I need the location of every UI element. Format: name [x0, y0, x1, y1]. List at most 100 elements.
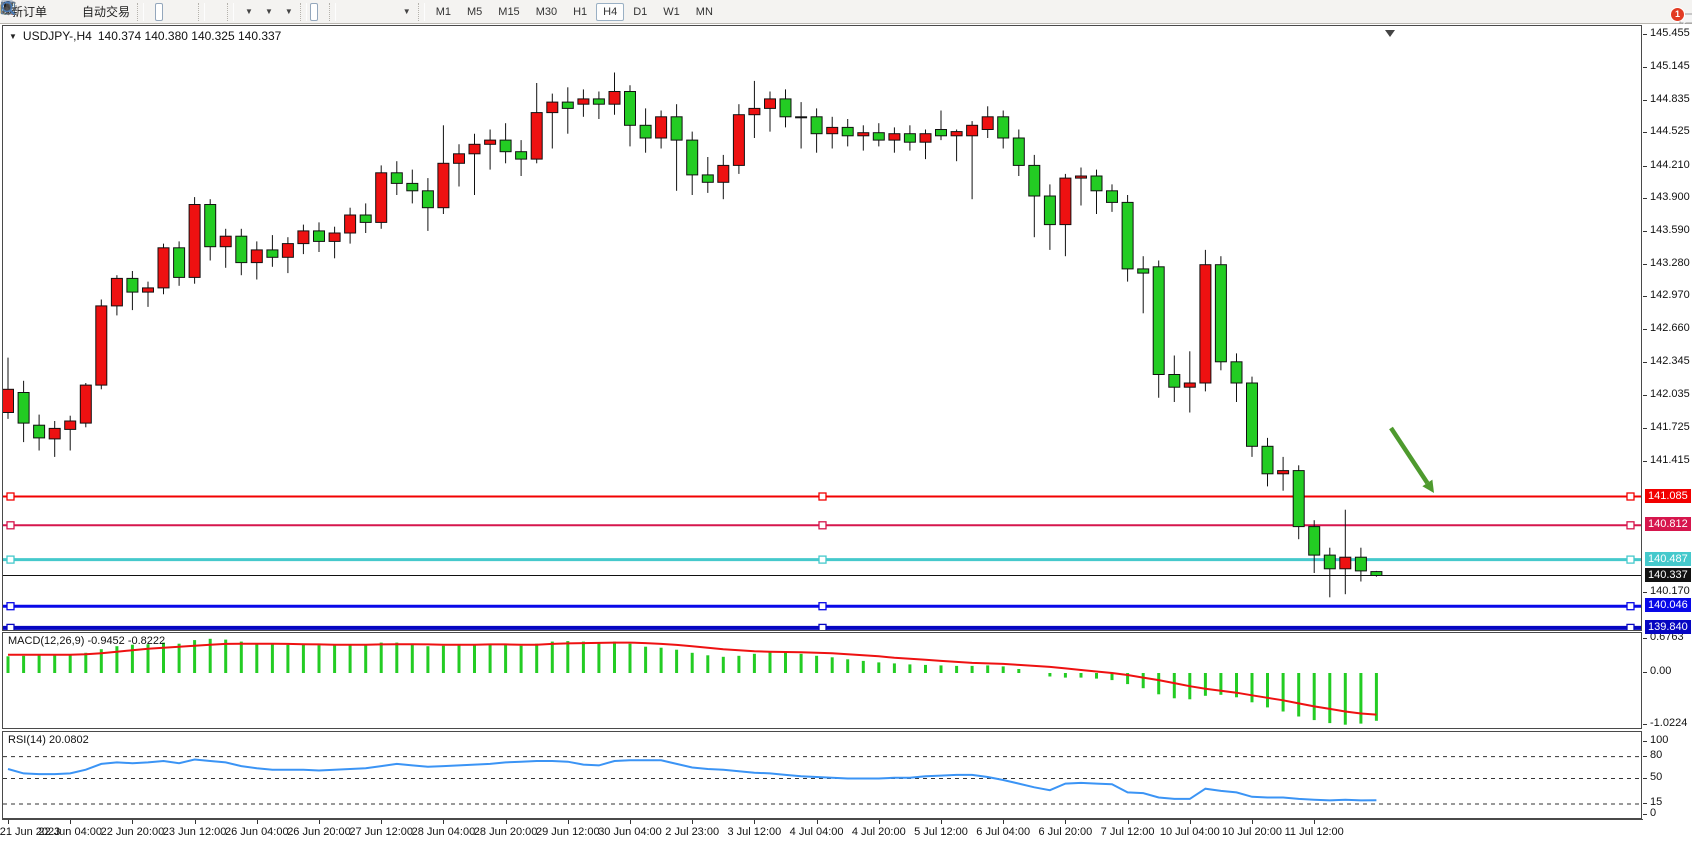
hline-handle[interactable] — [818, 492, 827, 501]
time-axis-tick — [816, 820, 818, 824]
candle — [33, 424, 46, 439]
candle — [64, 420, 77, 430]
signals-button[interactable] — [2, 3, 75, 21]
vertical-line-tool-button[interactable] — [6, 2, 347, 21]
text-label-tool-button[interactable]: T — [1, 2, 395, 21]
hline-handle[interactable] — [1626, 602, 1635, 611]
trendline-tool-button[interactable] — [2, 2, 363, 21]
chevron-down-icon: ▼ — [284, 7, 293, 16]
timeframe-m5-button[interactable]: M5 — [467, 5, 483, 18]
candle — [655, 116, 668, 139]
macd-panel[interactable]: MACD(12,26,9) -0.9452 -0.8222 — [2, 632, 1642, 729]
timeframe-m15-button[interactable]: M15 — [498, 5, 520, 18]
hline-handle[interactable] — [818, 555, 827, 564]
axis-tick — [1643, 99, 1647, 101]
hline-handle[interactable] — [6, 555, 15, 564]
time-axis-label: 6 Jul 20:00 — [1038, 826, 1093, 838]
candle — [406, 182, 419, 192]
toolbar: 新订单 自动交易 — [0, 0, 1692, 28]
zoom-in-button[interactable] — [1, 1, 179, 21]
timeframe-w1-button[interactable]: W1 — [663, 5, 680, 18]
main-chart-panel[interactable]: ▼ USDJPY-,H4 140.374 140.380 140.325 140… — [2, 25, 1642, 631]
timeframe-m1-button[interactable]: M1 — [435, 5, 451, 18]
candle — [981, 116, 994, 131]
candlestick-chart-button[interactable] — [2, 1, 164, 21]
candle — [1308, 526, 1321, 556]
symbol-dropdown-icon[interactable]: ▼ — [9, 31, 17, 41]
timeframe-d1-button[interactable]: D1 — [633, 5, 648, 18]
candle — [281, 243, 294, 258]
hline-handle[interactable] — [6, 492, 15, 501]
price-axis[interactable]: 145.455 145.145 144.835 144.525 144.210 143.9… — [1643, 25, 1692, 819]
arrow-annotation[interactable] — [1389, 426, 1430, 485]
candle — [1199, 264, 1212, 384]
candle — [484, 139, 497, 145]
chart-shift-marker[interactable] — [1385, 30, 1395, 37]
time-axis-tick — [8, 820, 9, 824]
market-depth-button[interactable] — [2, 3, 59, 21]
candle — [997, 116, 1010, 139]
price-line-label: 140.046 — [1645, 598, 1691, 613]
equidistant-channel-tool-button[interactable]: E — [1, 2, 371, 21]
candle — [3, 388, 14, 413]
time-axis[interactable]: 21 Jun 2023 22 Jun 04:00 22 Jun 20:00 23 Ju… — [0, 819, 1643, 848]
chart-shift-button[interactable] — [1, 3, 224, 21]
hline-handle[interactable] — [1626, 521, 1635, 530]
time-axis-label: 10 Jul 04:00 — [1159, 826, 1220, 838]
candle — [157, 247, 170, 289]
candle — [686, 139, 699, 176]
axis-tick-label: 141.725 — [1650, 420, 1690, 433]
community-button[interactable] — [2, 2, 67, 21]
timeframe-group: M1 M5 M15 M30 H1 H4 D1 W1 MN — [428, 0, 721, 24]
hline-handle[interactable] — [818, 521, 827, 530]
horizontal-line-tool-button[interactable] — [2, 3, 355, 21]
candle — [235, 235, 248, 264]
zoom-out-button[interactable] — [1, 1, 187, 21]
candle — [437, 162, 450, 209]
hline-handle[interactable] — [6, 521, 15, 530]
timeframe-h1-button[interactable]: H1 — [573, 5, 588, 18]
hline-handle[interactable] — [6, 623, 15, 630]
auto-trading-button[interactable]: 自动交易 — [0, 2, 134, 21]
axis-tick-label: 50 — [1650, 770, 1663, 783]
price-line-label: 140.337 — [1645, 567, 1691, 582]
candle — [950, 131, 963, 137]
candle — [639, 124, 652, 139]
rsi-panel[interactable]: RSI(14) 20.0802 — [2, 731, 1642, 819]
auto-scroll-button[interactable] — [1, 3, 216, 21]
axis-tick — [1643, 741, 1647, 742]
hline-handle[interactable] — [818, 623, 827, 630]
chart-title: ▼ USDJPY-,H4 140.374 140.380 140.325 140… — [9, 29, 281, 43]
templates-button[interactable]: ▼ — [1, 2, 297, 21]
line-chart-button[interactable] — [1, 2, 171, 21]
time-axis-label: 27 Jun 12:00 — [349, 826, 413, 838]
indicators-button[interactable]: ▼ — [1, 0, 257, 21]
chevron-down-icon: ▼ — [264, 7, 273, 16]
axis-tick-label: 100 — [1650, 734, 1669, 746]
toolbar-separator — [328, 2, 336, 21]
bar-chart-button[interactable] — [1, 2, 155, 21]
fibonacci-tool-button[interactable]: F — [2, 3, 379, 21]
axis-tick-label: 141.415 — [1650, 453, 1690, 466]
timeframe-mn-button[interactable]: MN — [695, 5, 713, 18]
hline-handle[interactable] — [818, 602, 827, 611]
tile-windows-button[interactable] — [2, 1, 195, 21]
arrows-tool-button[interactable]: ▼ — [2, 2, 415, 21]
arrow-annotation-head[interactable] — [1422, 479, 1434, 493]
text-tool-button[interactable]: A — [3, 1, 387, 21]
periods-button[interactable]: ▼ — [1, 1, 277, 21]
timeframe-m30-button[interactable]: M30 — [535, 5, 558, 18]
timeframe-h4-button[interactable]: H4 — [596, 2, 625, 21]
hline-handle[interactable] — [6, 602, 15, 611]
axis-tick — [1643, 263, 1647, 265]
hline-handle[interactable] — [1626, 623, 1635, 630]
candle — [390, 172, 403, 184]
axis-tick — [1643, 395, 1647, 397]
candle — [1152, 266, 1165, 375]
candle — [17, 392, 30, 424]
hline-handle[interactable] — [1626, 492, 1635, 501]
crosshair-tool-button[interactable] — [1, 1, 326, 21]
axis-tick-label: 142.035 — [1650, 388, 1690, 401]
hline-handle[interactable] — [1626, 555, 1635, 564]
cursor-tool-button[interactable] — [4, 1, 318, 21]
